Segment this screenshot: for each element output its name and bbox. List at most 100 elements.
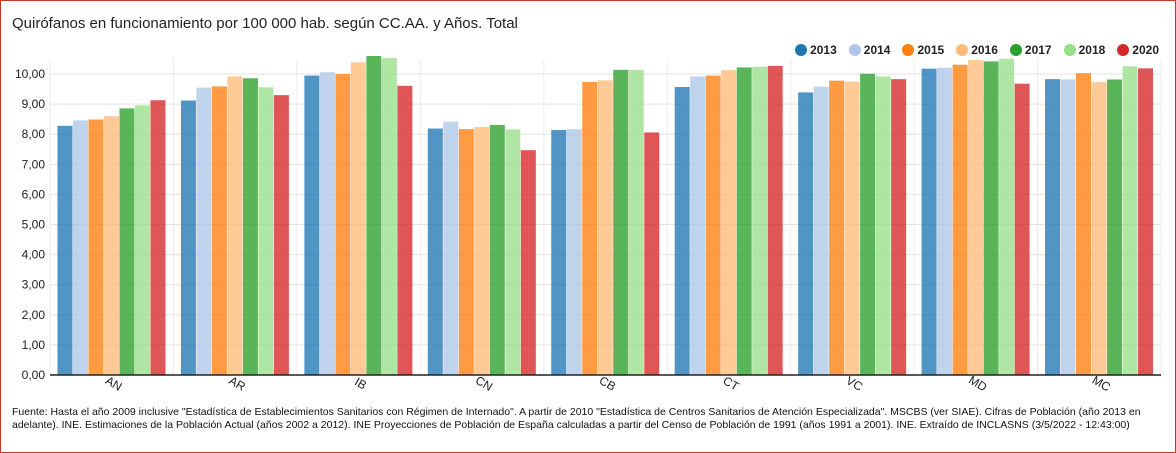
bar-CB-2017 [613, 69, 629, 375]
bar-MC-2014 [1060, 79, 1076, 376]
legend-swatch-2017 [1009, 44, 1022, 56]
bar-MC-2016 [1091, 82, 1107, 375]
bar-CT-2020 [767, 65, 783, 375]
legend-label-2017: 2017 [1024, 43, 1052, 57]
bar-AR-2014 [196, 87, 212, 375]
bar-MD-2016 [968, 59, 984, 375]
bar-VC-2016 [844, 81, 860, 376]
y-tick-label: 2,00 [22, 308, 46, 322]
x-tick-label-AN: AN [103, 373, 124, 393]
bar-AN-2015 [88, 119, 104, 376]
bar-AR-2018 [258, 87, 274, 375]
legend-item-2014[interactable]: 2014 [848, 43, 891, 57]
legend-item-2013[interactable]: 2013 [795, 43, 837, 57]
source-note: Fuente: Hasta el año 2009 inclusive "Est… [12, 406, 1141, 431]
bar-CT-2013 [674, 86, 690, 375]
bar-VC-2014 [813, 86, 829, 375]
bar-VC-2015 [829, 80, 845, 375]
bar-AR-2017 [242, 78, 258, 375]
bar-CB-2015 [582, 81, 598, 376]
bar-CN-2020 [520, 150, 536, 375]
bar-VC-2017 [860, 73, 876, 375]
x-tick-label-IB: IB [352, 375, 369, 393]
bar-IB-2020 [397, 85, 413, 375]
legend-swatch-2015 [902, 44, 915, 56]
bar-VC-2013 [798, 92, 814, 376]
y-tick-label: 1,00 [22, 338, 46, 352]
x-tick-label-MD: MD [966, 373, 989, 395]
bar-MD-2018 [999, 58, 1015, 376]
bar-CT-2014 [690, 76, 706, 376]
legend-label-2020: 2020 [1132, 43, 1159, 57]
bar-CB-2014 [566, 129, 582, 375]
bar-IB-2013 [304, 75, 320, 376]
x-tick-label-AR: AR [226, 373, 248, 394]
bar-CT-2016 [721, 70, 737, 375]
bar-VC-2018 [875, 76, 891, 376]
bar-AR-2013 [180, 100, 196, 375]
bar-chart: 0,00 1,00 2,00 3,00 4,00 5,00 6,00 7,00 8,00 9,00… [15, 55, 1162, 395]
y-tick-label: 5,00 [22, 218, 46, 232]
legend-label-2018: 2018 [1078, 43, 1106, 57]
bar-IB-2015 [335, 74, 351, 376]
legend-label-2013: 2013 [810, 43, 837, 57]
bar-AR-2020 [273, 95, 289, 375]
x-tick-label-CN: CN [473, 373, 495, 394]
bar-AR-2015 [211, 86, 227, 376]
bar-CN-2017 [489, 124, 505, 375]
bar-CB-2020 [644, 132, 660, 375]
legend: 2013 2014 2015 2016 2017 2018 2020 [795, 43, 1159, 57]
bar-CN-2018 [505, 129, 521, 375]
legend-item-2017[interactable]: 2017 [1009, 43, 1052, 57]
bar-CT-2015 [705, 75, 721, 376]
bar-MD-2017 [983, 61, 999, 375]
x-tick-label-CT: CT [721, 373, 742, 393]
bar-CN-2014 [443, 121, 459, 375]
bar-CT-2017 [736, 67, 752, 375]
bar-MD-2013 [921, 68, 937, 375]
bar-CB-2013 [551, 130, 567, 375]
bar-AN-2018 [134, 105, 150, 375]
y-tick-label: 8,00 [22, 127, 46, 141]
bar-MD-2020 [1014, 83, 1030, 375]
bar-AN-2016 [103, 116, 119, 375]
chart-title: Quirófanos en funcionamiento por 100 000… [12, 15, 518, 32]
bar-AN-2017 [119, 108, 135, 375]
bar-AN-2020 [150, 100, 166, 376]
bar-CB-2016 [597, 80, 613, 376]
bar-IB-2018 [381, 58, 397, 376]
bar-MC-2020 [1138, 68, 1154, 375]
legend-swatch-2018 [1063, 44, 1076, 56]
x-tick-label-CB: CB [597, 373, 618, 393]
legend-swatch-2014 [848, 44, 861, 56]
bar-IB-2016 [350, 62, 366, 375]
legend-item-2015[interactable]: 2015 [902, 43, 944, 57]
legend-item-2018[interactable]: 2018 [1063, 43, 1106, 57]
x-tick-label-MC: MC [1090, 373, 1113, 395]
bar-CB-2018 [628, 69, 644, 375]
bar-IB-2017 [366, 55, 382, 375]
legend-label-2016: 2016 [971, 43, 998, 57]
bar-VC-2020 [891, 79, 907, 375]
legend-label-2014: 2014 [863, 43, 891, 57]
y-tick-label: 0,00 [22, 368, 46, 382]
x-tick-label-VC: VC [844, 373, 866, 394]
legend-swatch-2013 [795, 44, 808, 56]
y-tick-label: 10,00 [15, 67, 45, 81]
bar-IB-2014 [319, 72, 335, 375]
y-tick-label: 3,00 [22, 278, 46, 292]
legend-item-2020[interactable]: 2020 [1117, 43, 1159, 57]
bar-CN-2015 [458, 129, 474, 375]
legend-item-2016[interactable]: 2016 [956, 43, 998, 57]
bar-MD-2015 [952, 64, 968, 376]
legend-swatch-2020 [1117, 44, 1130, 56]
bar-CN-2016 [474, 127, 490, 376]
y-tick-label: 7,00 [22, 157, 46, 171]
bar-MC-2013 [1045, 79, 1061, 375]
bar-AN-2013 [57, 125, 73, 375]
bar-MC-2018 [1122, 66, 1138, 376]
legend-swatch-2016 [956, 44, 969, 56]
bar-CT-2018 [752, 66, 768, 375]
bar-CN-2013 [427, 128, 443, 375]
